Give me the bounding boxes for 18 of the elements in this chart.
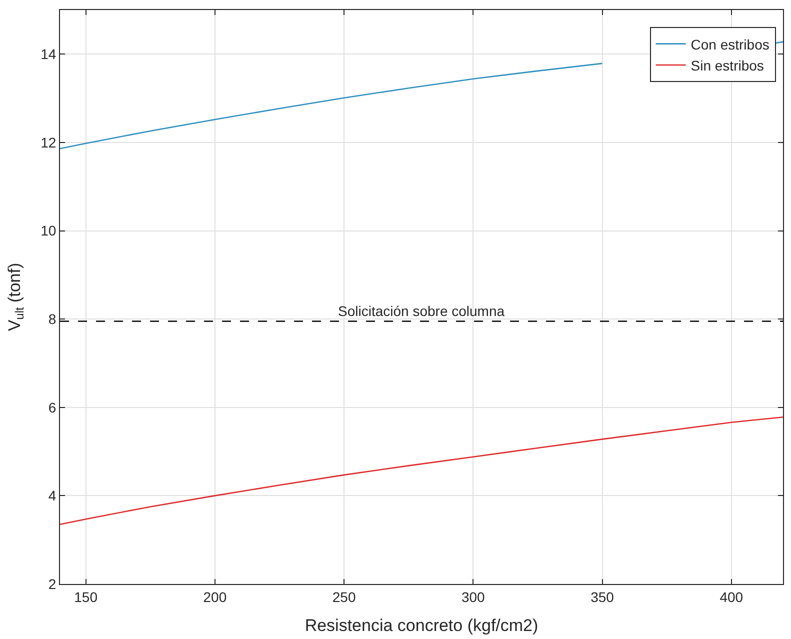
y-tick-label: 8	[48, 310, 56, 327]
y-tick-label: 2	[48, 576, 56, 592]
y-tick-label: 12	[40, 134, 56, 150]
legend-label: Con estribos	[690, 36, 770, 52]
x-axis-title: Resistencia concreto (kgf/cm2)	[304, 616, 538, 636]
x-tick-label: 300	[461, 588, 486, 605]
y-tick-label: 10	[40, 222, 56, 239]
line-series	[60, 416, 783, 526]
legend-label: Sin estribos	[690, 57, 764, 74]
y-tick-label: 6	[48, 399, 56, 416]
x-tick-label: 150	[74, 588, 98, 605]
x-tick-label: 350	[590, 588, 614, 605]
x-tick-label: 250	[332, 588, 356, 605]
ref-line-label: Solicitación sobre columna	[338, 303, 505, 319]
y-tick-label: 14	[40, 46, 56, 62]
x-tick-label: 200	[203, 588, 227, 605]
x-tick-label: 400	[720, 588, 744, 605]
y-tick-label: 4	[48, 488, 56, 504]
